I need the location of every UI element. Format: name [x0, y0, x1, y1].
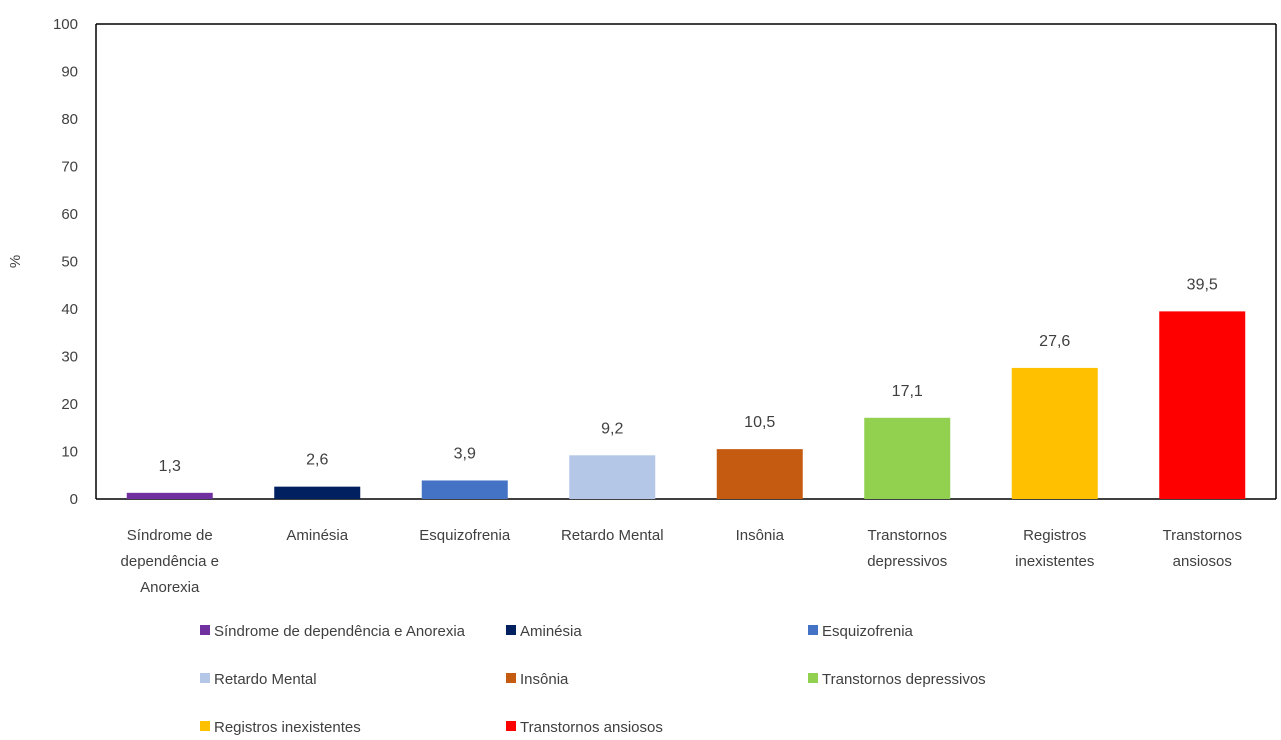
legend-swatch: [808, 673, 818, 683]
data-label: 1,3: [159, 458, 181, 475]
legend-swatch: [506, 721, 516, 731]
data-labels: 1,3 2,6 3,9 9,2 10,5 17,1 27,6 39,5: [159, 276, 1218, 474]
bars: [126, 311, 1246, 499]
legend-item: Insônia: [506, 671, 569, 688]
plot-area: [95, 23, 1277, 500]
bar: [569, 455, 656, 499]
y-tick-label: 10: [61, 444, 78, 461]
legend-label: Insônia: [520, 671, 569, 688]
bar: [126, 492, 213, 499]
y-tick-label: 90: [61, 64, 78, 81]
bar: [1159, 311, 1246, 499]
legend-item: Retardo Mental: [200, 671, 317, 688]
legend-label: Esquizofrenia: [822, 623, 914, 640]
x-tick-label: Aminésia: [286, 527, 348, 544]
data-label: 10,5: [744, 414, 775, 431]
x-tick-label: Insônia: [736, 527, 785, 544]
legend-swatch: [200, 625, 210, 635]
y-tick-label: 70: [61, 159, 78, 176]
data-label: 39,5: [1187, 276, 1218, 293]
bar: [1011, 367, 1098, 499]
legend-item: Esquizofrenia: [808, 623, 914, 640]
y-tick-label: 30: [61, 349, 78, 366]
legend-swatch: [200, 673, 210, 683]
y-tick-label: 100: [53, 16, 78, 33]
y-axis: 0 10 20 30 40 50 60 70 80 90 100%: [7, 16, 78, 508]
data-label: 9,2: [601, 420, 623, 437]
legend-item: Transtornos ansiosos: [506, 719, 663, 736]
y-tick-label: 60: [61, 206, 78, 223]
data-label: 2,6: [306, 452, 328, 469]
legend-label: Retardo Mental: [214, 671, 317, 688]
legend-swatch: [808, 625, 818, 635]
legend-item: Transtornos depressivos: [808, 671, 986, 688]
y-tick-label: 80: [61, 111, 78, 128]
legend-label: Transtornos depressivos: [822, 671, 986, 688]
legend-label: Registros inexistentes: [214, 719, 361, 736]
x-axis: Síndrome de dependência e Anorexia Aminésia…: [121, 527, 1242, 596]
x-tick-label: Síndrome de dependência e Anorexia: [121, 527, 219, 596]
x-tick-label: Retardo Mental: [561, 527, 664, 544]
y-tick-label: 20: [61, 396, 78, 413]
bar: [274, 486, 361, 499]
y-tick-label: 40: [61, 301, 78, 318]
legend-label: Síndrome de dependência e Anorexia: [214, 623, 466, 640]
legend-item: Registros inexistentes: [200, 719, 361, 736]
legend-item: Síndrome de dependência e Anorexia: [200, 623, 466, 640]
x-tick-label: Registros inexistentes: [1015, 527, 1094, 570]
y-tick-label: 50: [61, 254, 78, 271]
legend-swatch: [506, 625, 516, 635]
legend-swatch: [506, 673, 516, 683]
bar: [421, 480, 508, 499]
legend-label: Aminésia: [520, 623, 582, 640]
legend-item: Aminésia: [506, 623, 582, 640]
legend-label: Transtornos ansiosos: [520, 719, 663, 736]
legend: Síndrome de dependência e Anorexia Aminés…: [200, 623, 986, 736]
bar: [864, 417, 951, 499]
data-label: 3,9: [454, 445, 476, 462]
bar: [716, 449, 803, 499]
data-label: 17,1: [892, 383, 923, 400]
y-axis-label: %: [7, 255, 24, 268]
y-tick-label: 0: [70, 491, 78, 508]
x-tick-label: Transtornos ansiosos: [1163, 527, 1242, 570]
data-label: 27,6: [1039, 333, 1070, 350]
x-tick-label: Transtornos depressivos: [867, 527, 947, 570]
x-tick-label: Esquizofrenia: [419, 527, 511, 544]
legend-swatch: [200, 721, 210, 731]
